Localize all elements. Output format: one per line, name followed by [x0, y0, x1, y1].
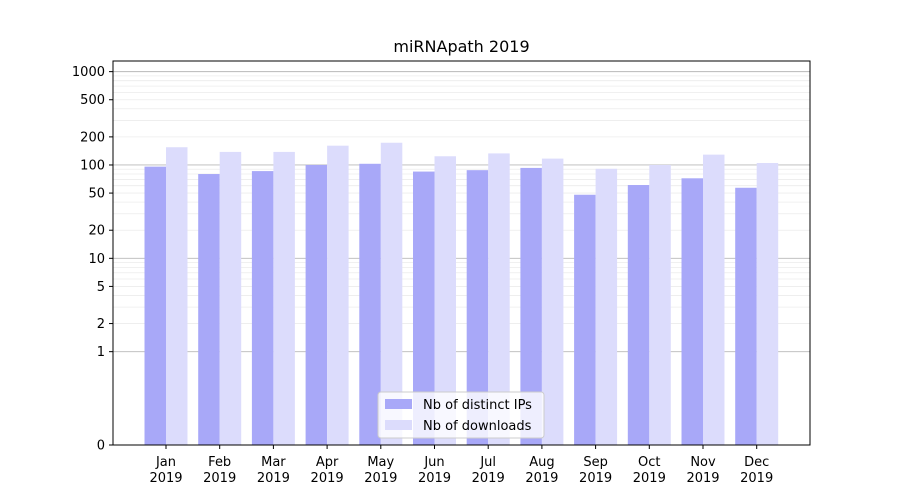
bar-downloads-aug — [541, 158, 564, 445]
x-axis-ticks: Jan 2019 Feb 2019 Mar 2019 Apr 2019 May 2019 Jun 20… — [149, 445, 773, 486]
bar-downloads-nov — [703, 154, 725, 446]
x-tick-label: Jul 2019 — [472, 455, 505, 486]
legend-box — [377, 391, 545, 439]
bar-distinct-ips-aug — [520, 167, 542, 446]
y-tick-label: 100 — [80, 158, 105, 173]
y-tick-label: 10 — [88, 252, 105, 267]
x-tick-label: Aug 2019 — [525, 455, 558, 486]
bar-distinct-ips-nov — [681, 178, 703, 445]
y-tick-label: 1 — [97, 345, 105, 360]
y-tick-label: 2 — [97, 317, 105, 332]
y-tick-label: 200 — [80, 130, 105, 145]
bar-distinct-ips-may — [359, 163, 381, 446]
x-tick-label: Jan 2019 — [149, 455, 182, 486]
bar-distinct-ips-jan — [144, 166, 166, 445]
bar-downloads-sep — [595, 168, 618, 446]
bar-downloads-jul — [488, 153, 510, 445]
bar-distinct-ips-apr — [305, 164, 328, 446]
plot-frame — [112, 60, 811, 446]
bar-downloads-oct — [649, 164, 671, 446]
x-tick-label: Dec 2019 — [740, 455, 773, 486]
y-tick-label: 0 — [97, 439, 105, 454]
bar-distinct-ips-sep — [574, 194, 596, 445]
legend: Nb of distinct IPs Nb of downloads — [377, 391, 545, 439]
x-tick-label: Oct 2019 — [633, 455, 666, 486]
x-tick-label: Feb 2019 — [203, 455, 236, 486]
x-tick-label: Apr 2019 — [311, 455, 344, 486]
bar-downloads-may — [380, 142, 403, 446]
bar-downloads-apr — [327, 145, 349, 446]
y-tick-label: 1000 — [72, 65, 105, 80]
bar-distinct-ips-jul — [466, 170, 489, 445]
legend-label: Nb of distinct IPs — [423, 398, 532, 413]
bar-downloads-jun — [434, 156, 456, 445]
y-tick-label: 500 — [80, 93, 105, 108]
bar-distinct-ips-dec — [735, 187, 757, 445]
bars — [144, 142, 779, 446]
bar-downloads-dec — [756, 162, 779, 445]
bar-distinct-ips-oct — [627, 185, 650, 445]
bar-distinct-ips-feb — [198, 174, 220, 445]
x-tick-label: Nov 2019 — [686, 455, 719, 486]
legend-label: Nb of downloads — [423, 419, 532, 434]
bar-downloads-feb — [219, 151, 242, 445]
x-tick-label: Mar 2019 — [257, 455, 290, 486]
legend-swatch — [385, 420, 412, 430]
x-tick-label: Jun 2019 — [418, 455, 451, 486]
y-tick-label: 50 — [88, 187, 105, 202]
bar-downloads-mar — [273, 151, 295, 445]
y-axis-ticks: 0 1 2 5 10 20 50 100 200 500 1000 — [72, 65, 113, 454]
bar-downloads-jan — [166, 147, 188, 445]
bar-distinct-ips-mar — [251, 171, 274, 445]
x-tick-label: May 2019 — [364, 455, 397, 486]
legend-swatch — [385, 399, 412, 409]
bar-distinct-ips-jun — [413, 171, 435, 445]
y-tick-label: 5 — [97, 280, 105, 295]
y-tick-label: 20 — [88, 224, 105, 239]
chart-title: miRNApath 2019 — [393, 37, 529, 56]
x-tick-label: Sep 2019 — [579, 455, 612, 486]
